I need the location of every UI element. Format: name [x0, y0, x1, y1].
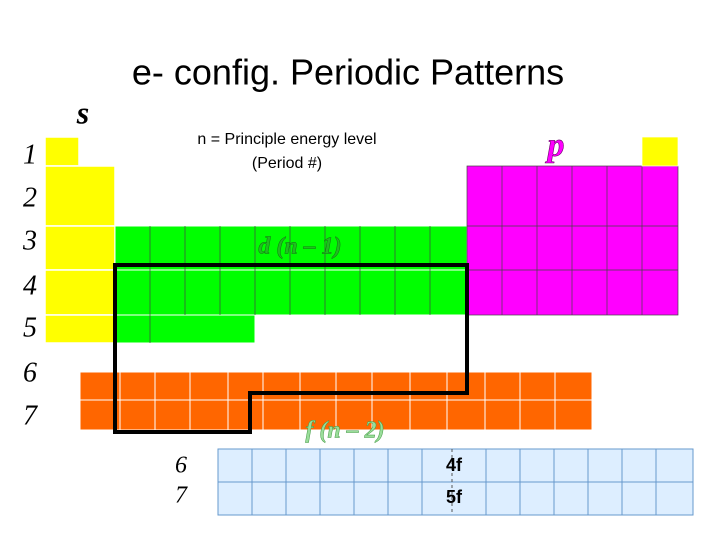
f-block: [217, 448, 694, 516]
f-row-label: 5f: [446, 487, 463, 507]
s-label: s: [76, 94, 89, 130]
p-label: p: [545, 127, 565, 164]
f-period: 6: [175, 453, 187, 479]
period-number: 4: [23, 270, 37, 301]
f-placeholder-band: [79, 371, 593, 431]
period-number: 1: [23, 139, 37, 170]
period-number: 2: [23, 182, 37, 213]
f-row-label: 4f: [446, 455, 463, 475]
f-period: 7: [175, 483, 188, 509]
s-block: [44, 136, 116, 344]
period-number: 7: [23, 400, 38, 431]
note-line: n = Principle energy level: [197, 131, 376, 148]
period-numbers: 1 2 3 4 5 6 7: [22, 139, 38, 431]
f-label: f (n – 2): [305, 418, 384, 444]
period-number: 5: [23, 312, 37, 343]
d-block: [114, 225, 468, 344]
p-block: [466, 136, 679, 316]
period-number: 3: [22, 225, 37, 256]
d-label: d (n – 1): [258, 234, 341, 260]
note-line: (Period #): [252, 155, 322, 172]
transition-outline: [113, 263, 469, 434]
period-number: 6: [23, 357, 37, 388]
title: e- config. Periodic Patterns: [132, 52, 564, 93]
